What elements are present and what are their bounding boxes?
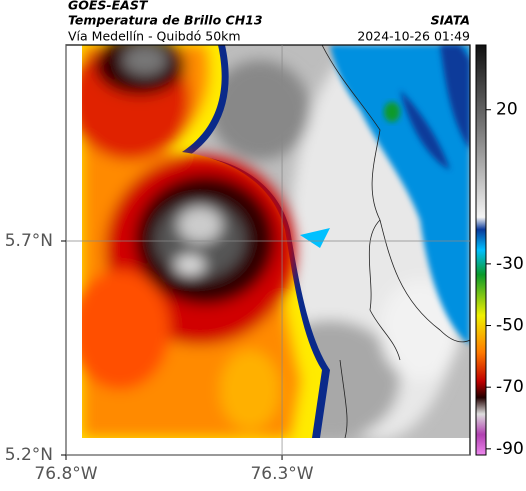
colorbar-tick-label: -90: [496, 439, 524, 459]
colorbar: [475, 44, 487, 456]
x-tick-label: 76.3°W: [250, 464, 313, 484]
colorbar-tick-label: -30: [496, 254, 524, 274]
y-tick-label: 5.7°N: [5, 231, 53, 251]
product: GOES-EAST: [68, 0, 149, 13]
timestamp: 2024-10-26 01:49: [357, 29, 470, 44]
colorbar-tick-label: -50: [496, 316, 524, 336]
satellite-image: [82, 45, 470, 438]
source: SIATA: [431, 13, 470, 28]
colorbar-tick-label: -70: [496, 377, 524, 397]
x-tick-label: 76.8°W: [34, 464, 97, 484]
y-tick-label: 5.2°N: [5, 445, 53, 465]
colorbar-tick-label: 20: [496, 100, 518, 120]
title: Temperatura de Brillo CH13: [68, 13, 263, 28]
subtitle: Vía Medellín - Quibdó 50km: [68, 29, 241, 44]
